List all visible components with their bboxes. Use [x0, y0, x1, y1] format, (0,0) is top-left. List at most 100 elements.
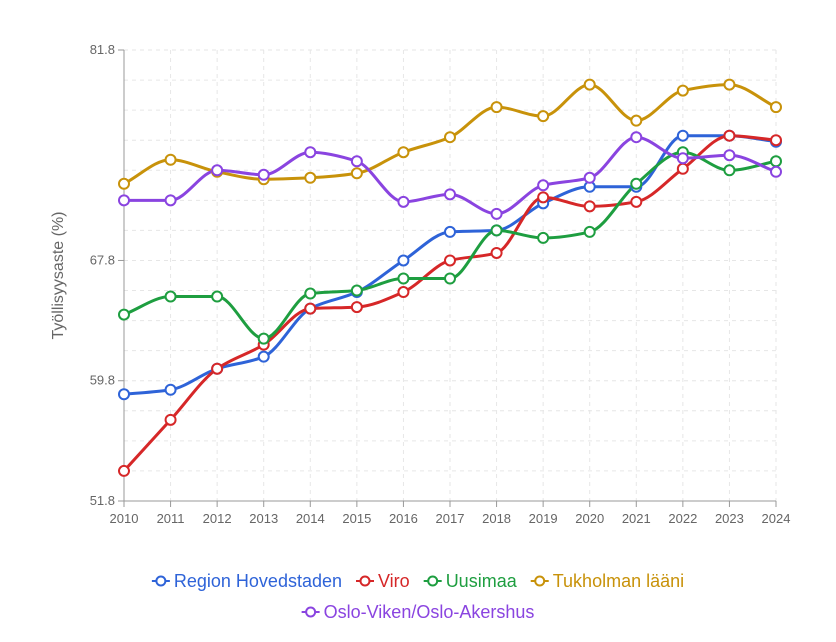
legend-item[interactable]: Viro	[356, 571, 410, 591]
x-tick-label: 2019	[529, 511, 558, 526]
data-point-viro-2021[interactable]	[630, 195, 643, 208]
data-point-oslo-viken-oslo-akershus-2010[interactable]	[118, 194, 130, 207]
data-point-viro-2011[interactable]	[164, 413, 177, 426]
data-point-oslo-viken-oslo-akershus-2015[interactable]	[350, 155, 363, 168]
data-point-uusimaa-2019[interactable]	[537, 231, 550, 244]
data-point-oslo-viken-oslo-akershus-2014[interactable]	[304, 146, 317, 159]
x-tick-label: 2020	[575, 511, 604, 526]
data-point-region-hovedstaden-2011[interactable]	[164, 383, 177, 396]
data-point-viro-2024[interactable]	[770, 134, 782, 147]
x-tick-label: 2015	[342, 511, 371, 526]
data-point-tukholman-l-ni-2021[interactable]	[630, 114, 643, 127]
data-point-uusimaa-2015[interactable]	[350, 284, 363, 297]
data-point-oslo-viken-oslo-akershus-2022[interactable]	[676, 152, 689, 165]
series-points	[118, 78, 782, 477]
data-point-tukholman-l-ni-2014[interactable]	[304, 171, 317, 184]
y-tick-label: 59.8	[90, 373, 115, 388]
data-point-oslo-viken-oslo-akershus-2023[interactable]	[723, 149, 736, 162]
data-point-tukholman-l-ni-2019[interactable]	[537, 110, 550, 123]
data-point-uusimaa-2014[interactable]	[304, 287, 317, 300]
data-point-uusimaa-2013[interactable]	[257, 332, 270, 345]
x-tick-label: 2010	[110, 511, 139, 526]
data-point-oslo-viken-oslo-akershus-2012[interactable]	[211, 164, 224, 177]
x-tick-label: 2023	[715, 511, 744, 526]
legend-item[interactable]: Oslo-Viken/Oslo-Akershus	[301, 602, 535, 622]
legend-label: Uusimaa	[446, 571, 518, 591]
legend-marker-icon	[534, 575, 546, 587]
data-point-oslo-viken-oslo-akershus-2018[interactable]	[490, 207, 503, 220]
data-point-region-hovedstaden-2010[interactable]	[118, 388, 130, 401]
legend-marker-icon	[359, 575, 371, 587]
data-point-oslo-viken-oslo-akershus-2020[interactable]	[583, 171, 596, 184]
data-point-tukholman-l-ni-2022[interactable]	[676, 84, 689, 97]
data-point-uusimaa-2021[interactable]	[630, 177, 643, 190]
data-point-viro-2023[interactable]	[723, 129, 736, 142]
data-point-uusimaa-2012[interactable]	[211, 290, 224, 303]
data-point-uusimaa-2017[interactable]	[444, 272, 456, 285]
data-point-uusimaa-2024[interactable]	[770, 155, 782, 168]
x-tick-label: 2014	[296, 511, 325, 526]
data-point-viro-2010[interactable]	[118, 464, 130, 477]
legend-label: Viro	[378, 571, 410, 591]
data-point-region-hovedstaden-2017[interactable]	[444, 225, 456, 238]
data-point-tukholman-l-ni-2020[interactable]	[583, 78, 596, 91]
data-point-oslo-viken-oslo-akershus-2024[interactable]	[770, 165, 782, 178]
data-point-viro-2014[interactable]	[304, 302, 317, 315]
x-tick-label: 2018	[482, 511, 511, 526]
data-point-uusimaa-2016[interactable]	[397, 272, 410, 285]
legend-label: Tukholman lääni	[553, 571, 684, 591]
data-point-oslo-viken-oslo-akershus-2021[interactable]	[630, 131, 643, 144]
data-point-region-hovedstaden-2013[interactable]	[257, 350, 270, 363]
data-point-viro-2012[interactable]	[211, 362, 224, 375]
data-point-uusimaa-2023[interactable]	[723, 164, 736, 177]
axes: 51.8 59.8 67.8 81.8 2010 2011 2012 2013 2014 2015…	[90, 42, 791, 526]
x-tick-label: 2012	[203, 511, 232, 526]
legend-item[interactable]: Region Hovedstaden	[151, 571, 342, 591]
x-tick-label: 2021	[622, 511, 651, 526]
data-point-region-hovedstaden-2016[interactable]	[397, 254, 410, 267]
data-point-tukholman-l-ni-2011[interactable]	[164, 153, 177, 166]
y-tick-label: 51.8	[90, 493, 115, 508]
data-point-region-hovedstaden-2022[interactable]	[676, 129, 689, 142]
data-point-oslo-viken-oslo-akershus-2019[interactable]	[537, 179, 550, 192]
data-point-uusimaa-2020[interactable]	[583, 225, 596, 238]
data-point-viro-2015[interactable]	[350, 301, 363, 314]
legend-marker-icon	[305, 606, 317, 618]
data-point-tukholman-l-ni-2023[interactable]	[723, 78, 736, 91]
data-point-viro-2018[interactable]	[490, 246, 503, 259]
x-tick-label: 2016	[389, 511, 418, 526]
data-point-uusimaa-2018[interactable]	[490, 224, 503, 237]
x-tick-label: 2022	[668, 511, 697, 526]
legend-item[interactable]: Tukholman lääni	[530, 571, 684, 591]
data-point-tukholman-l-ni-2018[interactable]	[490, 101, 503, 114]
data-point-viro-2019[interactable]	[537, 191, 550, 204]
data-point-viro-2020[interactable]	[583, 200, 596, 213]
legend: Region Hovedstaden Viro Uusimaa Tukholman l…	[151, 571, 684, 622]
data-point-tukholman-l-ni-2010[interactable]	[118, 177, 130, 190]
data-point-viro-2017[interactable]	[444, 254, 456, 267]
legend-label: Oslo-Viken/Oslo-Akershus	[324, 602, 535, 622]
data-point-oslo-viken-oslo-akershus-2016[interactable]	[397, 195, 410, 208]
x-tick-label: 2024	[762, 511, 791, 526]
data-point-tukholman-l-ni-2024[interactable]	[770, 101, 782, 114]
legend-marker-icon	[155, 575, 167, 587]
data-point-viro-2022[interactable]	[676, 162, 689, 175]
data-point-tukholman-l-ni-2016[interactable]	[397, 146, 410, 159]
legend-label: Region Hovedstaden	[174, 571, 342, 591]
data-point-viro-2016[interactable]	[397, 286, 410, 299]
data-point-oslo-viken-oslo-akershus-2011[interactable]	[164, 194, 177, 207]
x-tick-label: 2013	[249, 511, 278, 526]
legend-marker-icon	[427, 575, 439, 587]
data-point-tukholman-l-ni-2017[interactable]	[444, 131, 456, 144]
x-tick-label: 2017	[436, 511, 465, 526]
data-point-uusimaa-2010[interactable]	[118, 308, 130, 321]
data-point-uusimaa-2011[interactable]	[164, 290, 177, 303]
data-point-tukholman-l-ni-2015[interactable]	[350, 167, 363, 180]
legend-item[interactable]: Uusimaa	[423, 571, 518, 591]
y-tick-label: 81.8	[90, 42, 115, 57]
data-point-oslo-viken-oslo-akershus-2013[interactable]	[257, 168, 270, 181]
data-point-oslo-viken-oslo-akershus-2017[interactable]	[444, 188, 456, 201]
y-axis-title: Työllisyysaste (%)	[50, 211, 67, 339]
